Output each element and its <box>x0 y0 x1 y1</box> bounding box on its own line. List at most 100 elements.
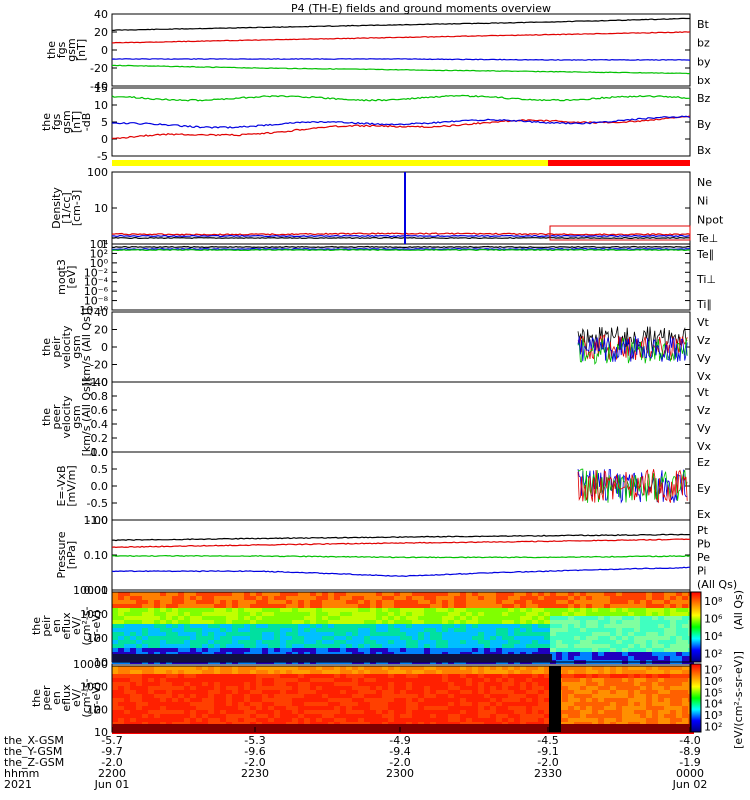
spectrogram-cell <box>382 616 388 620</box>
spectrogram-cell <box>418 620 424 624</box>
spectrogram-cell <box>172 628 178 632</box>
spectrogram-cell <box>484 616 490 620</box>
spectrogram-cell <box>610 690 616 694</box>
spectrogram-cell <box>586 670 592 674</box>
x-tick-value: -1.9 <box>679 756 700 769</box>
spectrogram-cell <box>442 690 448 694</box>
spectrogram-cell <box>298 714 304 718</box>
spectrogram-cell <box>676 710 682 714</box>
spectrogram-cell <box>262 624 268 628</box>
spectrogram-cell <box>298 608 304 612</box>
spectrogram-cell <box>130 670 136 674</box>
spectrogram-cell <box>184 612 190 616</box>
spectrogram-cell <box>352 632 358 636</box>
spectrogram-cell <box>322 702 328 706</box>
spectrogram-cell <box>328 616 334 620</box>
spectrogram-cell <box>580 706 586 710</box>
spectrogram-cell <box>124 648 130 652</box>
spectrogram-cell <box>670 604 676 608</box>
spectrogram-cell <box>262 706 268 710</box>
spectrogram-cell <box>202 706 208 710</box>
spectrogram-cell <box>646 706 652 710</box>
spectrogram-cell <box>562 612 568 616</box>
spectrogram-cell <box>358 706 364 710</box>
legend-pt: Pt <box>697 524 709 537</box>
spectrogram-cell <box>454 612 460 616</box>
spectrogram-cell <box>658 678 664 682</box>
spectrogram-cell <box>220 702 226 706</box>
spectrogram-cell <box>244 694 250 698</box>
spectrogram-cell <box>298 702 304 706</box>
spectrogram-cell <box>634 592 640 596</box>
spectrogram-cell <box>520 686 526 690</box>
spectrogram-cell <box>640 694 646 698</box>
spectrogram-cell <box>496 694 502 698</box>
spectrogram-cell <box>598 678 604 682</box>
spectrogram-cell <box>526 636 532 640</box>
spectrogram-cell <box>532 670 538 674</box>
spectrogram-cell <box>430 596 436 600</box>
spectrogram-cell <box>154 714 160 718</box>
spectrogram-cell <box>586 648 592 652</box>
spectrogram-cell <box>376 666 382 670</box>
spectrogram-cell <box>376 600 382 604</box>
spectrogram-cell <box>454 628 460 632</box>
spectrogram-cell <box>514 640 520 644</box>
spectrogram-cell <box>370 592 376 596</box>
spectrogram-cell <box>520 628 526 632</box>
spectrogram-cell <box>310 636 316 640</box>
spectrogram-cell <box>430 612 436 616</box>
spectrogram-cell <box>490 694 496 698</box>
spectrogram-cell <box>676 644 682 648</box>
spectrogram-cell <box>142 644 148 648</box>
spectrogram-cell <box>580 620 586 624</box>
spectrogram-cell <box>568 702 574 706</box>
y-axis-label: eV/ <box>70 689 83 707</box>
spectrogram-cell <box>256 596 262 600</box>
spectrogram-cell <box>160 686 166 690</box>
spectrogram-cell <box>262 678 268 682</box>
spectrogram-cell <box>592 718 598 722</box>
spectrogram-cell <box>124 710 130 714</box>
spectrogram-cell <box>346 666 352 670</box>
spectrogram-cell <box>250 690 256 694</box>
spectrogram-cell <box>316 644 322 648</box>
spectrogram-cell <box>202 640 208 644</box>
spectrogram-cell <box>484 604 490 608</box>
spectrogram-cell <box>292 706 298 710</box>
spectrogram-cell <box>190 636 196 640</box>
spectrogram-cell <box>514 644 520 648</box>
y-tick-label: 1.00 <box>84 514 109 527</box>
spectrogram-cell <box>208 714 214 718</box>
legend-pe: Pe <box>697 551 710 564</box>
spectrogram-cell <box>352 616 358 620</box>
spectrogram-cell <box>472 674 478 678</box>
spectrogram-cell <box>424 648 430 652</box>
spectrogram-cell <box>430 678 436 682</box>
spectrogram-cell <box>406 666 412 670</box>
spectrogram-cell <box>190 608 196 612</box>
spectrogram-cell <box>586 612 592 616</box>
spectrogram-cell <box>634 640 640 644</box>
spectrogram-cell <box>484 710 490 714</box>
spectrogram-cell <box>394 682 400 686</box>
spectrogram-cell <box>592 694 598 698</box>
spectrogram-cell <box>196 670 202 674</box>
spectrogram-cell <box>634 616 640 620</box>
spectrogram-cell <box>370 616 376 620</box>
spectrogram-cell <box>448 592 454 596</box>
spectrogram-cell <box>256 628 262 632</box>
spectrogram-cell <box>304 682 310 686</box>
spectrogram-cell <box>340 632 346 636</box>
spectrogram-cell <box>352 608 358 612</box>
spectrogram-cell <box>250 640 256 644</box>
spectrogram-cell <box>184 698 190 702</box>
spectrogram-cell <box>490 686 496 690</box>
spectrogram-cell <box>622 628 628 632</box>
spectrogram-cell <box>640 596 646 600</box>
spectrogram-cell <box>424 678 430 682</box>
spectrogram-cell <box>658 620 664 624</box>
spectrogram-cell <box>310 600 316 604</box>
spectrogram-cell <box>322 592 328 596</box>
